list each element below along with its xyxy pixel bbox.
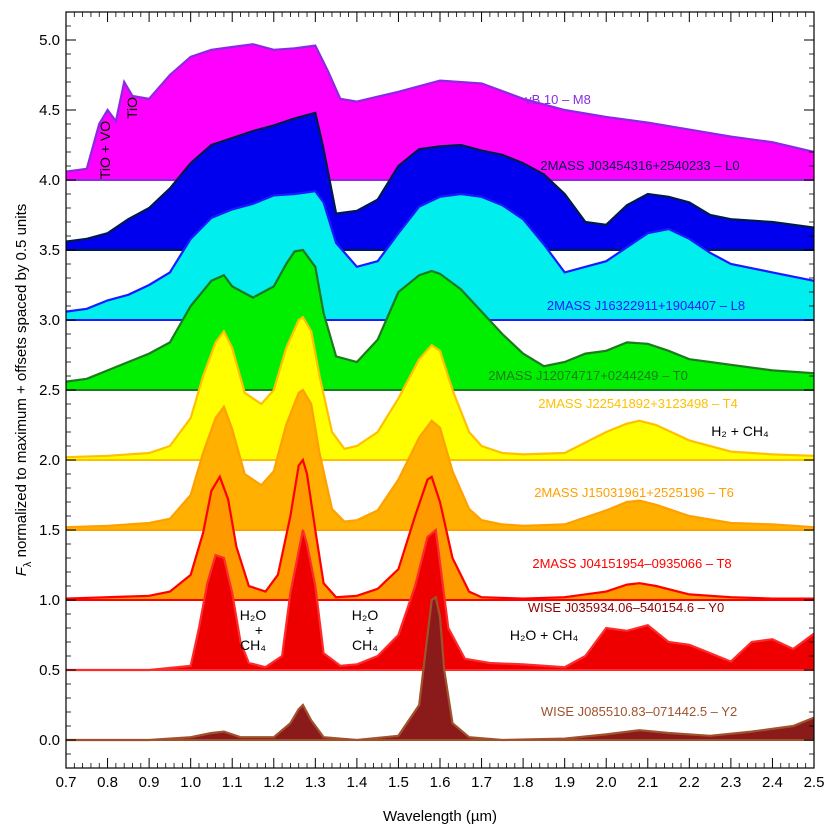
x-tick-label: 2.4 — [762, 774, 783, 791]
series-label-0: vB 10 – M8 — [525, 92, 591, 107]
y-tick-label: 0.0 — [39, 732, 60, 749]
x-tick-label: 0.8 — [97, 774, 118, 791]
y-axis-label-text: normalized to maximum + offsets spaced b… — [13, 204, 30, 562]
series-line-2 — [65, 190, 815, 313]
y-tick-label: 4.5 — [39, 102, 60, 119]
x-tick-label: 1.4 — [346, 774, 367, 791]
series-label-1: 2MASS J03454316+2540233 – L0 — [540, 158, 739, 173]
x-tick-label: 1.1 — [222, 774, 243, 791]
annotation-h2o-ch4-1-b: + — [255, 622, 263, 638]
y-tick-label: 3.0 — [39, 312, 60, 329]
series-line-5 — [65, 388, 815, 529]
x-tick-label: 2.1 — [637, 774, 658, 791]
x-tick-label: 0.7 — [56, 774, 77, 791]
y-axis-label: Fλ normalized to maximum + offsets space… — [13, 204, 34, 576]
series-label-layer: vB 10 – M8 2MASS J03454316+2540233 – L0 2M… — [488, 92, 745, 719]
series-line-3 — [65, 248, 815, 383]
y-tick-label: 2.5 — [39, 382, 60, 399]
y-tick-label: 1.5 — [39, 522, 60, 539]
series-fill-3 — [66, 250, 814, 390]
x-tick-label: 2.3 — [720, 774, 741, 791]
x-tick-label: 1.8 — [513, 774, 534, 791]
series-line-8 — [66, 595, 815, 742]
x-tick-label: 1.0 — [180, 774, 201, 791]
series-fill-8 — [66, 597, 814, 740]
series-fill-2 — [66, 191, 814, 320]
series-line-6 — [65, 457, 814, 600]
x-tick-label: 1.9 — [554, 774, 575, 791]
series-label-4: 2MASS J22541892+3123498 – T4 — [538, 396, 738, 411]
annotation-tio: TiO — [124, 97, 140, 119]
series-label-6: 2MASS J04151954–0935066 – T8 — [532, 556, 731, 571]
series-label-2: 2MASS J16322911+1904407 – L8 — [547, 298, 745, 313]
y-axis-label-symbol: F — [13, 566, 30, 576]
x-tick-label: 1.5 — [388, 774, 409, 791]
x-tick-label: 0.9 — [139, 774, 160, 791]
series-line-4 — [65, 315, 815, 459]
x-tick-label: 1.2 — [263, 774, 284, 791]
x-tick-label: 2.2 — [679, 774, 700, 791]
annotation-h2o-ch4-2-b: + — [366, 622, 374, 638]
y-axis-label-subscript: λ — [22, 561, 34, 567]
annotation-h2o-ch4-1-c: CH₄ — [240, 637, 266, 653]
x-tick-label: 2.5 — [804, 774, 825, 791]
x-tick-label: 1.6 — [430, 774, 451, 791]
x-tick-label: 1.7 — [471, 774, 492, 791]
y-tick-label: 4.0 — [39, 172, 60, 189]
annotation-tio-vo: TiO + VO — [97, 121, 113, 179]
x-axis-label: Wavelength (µm) — [383, 808, 497, 825]
series-line-1 — [65, 111, 815, 243]
x-tick-label: 1.3 — [305, 774, 326, 791]
y-tick-label: 2.0 — [39, 452, 60, 469]
series-label-7: WISE J035934.06–540154.6 – Y0 — [528, 600, 724, 615]
annotation-h2o-ch4-2-c: CH₄ — [352, 637, 378, 653]
series-line-0 — [65, 43, 815, 173]
series-label-5: 2MASS J15031961+2525196 – T6 — [534, 485, 734, 500]
y-tick-label: 1.0 — [39, 592, 60, 609]
tick-layer: 0.7 0.8 0.9 1.0 1.1 1.2 1.3 1.4 1.5 1.6 1.7 1.8 1.9 2… — [39, 11, 825, 791]
y-tick-label: 3.5 — [39, 242, 60, 259]
y-tick-label: 0.5 — [39, 662, 60, 679]
series-fill-6 — [66, 460, 814, 600]
series-layer — [65, 43, 815, 742]
annotation-h2o-ch4-3: H₂O + CH₄ — [510, 627, 579, 643]
annotation-h2-ch4-t4: H₂ + CH₄ — [711, 423, 769, 439]
series-label-3: 2MASS J12074717+0244249 – T0 — [488, 368, 688, 383]
x-tick-label: 2.0 — [596, 774, 617, 791]
series-fill-5 — [66, 390, 814, 530]
series-fill-7 — [66, 530, 814, 670]
annotation-h2o-ch4-2-a: H₂O — [352, 607, 379, 623]
series-line-7 — [66, 527, 815, 672]
annotation-h2o-ch4-1-a: H₂O — [240, 607, 267, 623]
y-tick-label: 5.0 — [39, 32, 60, 49]
series-label-8: WISE J085510.83–071442.5 – Y2 — [541, 704, 737, 719]
